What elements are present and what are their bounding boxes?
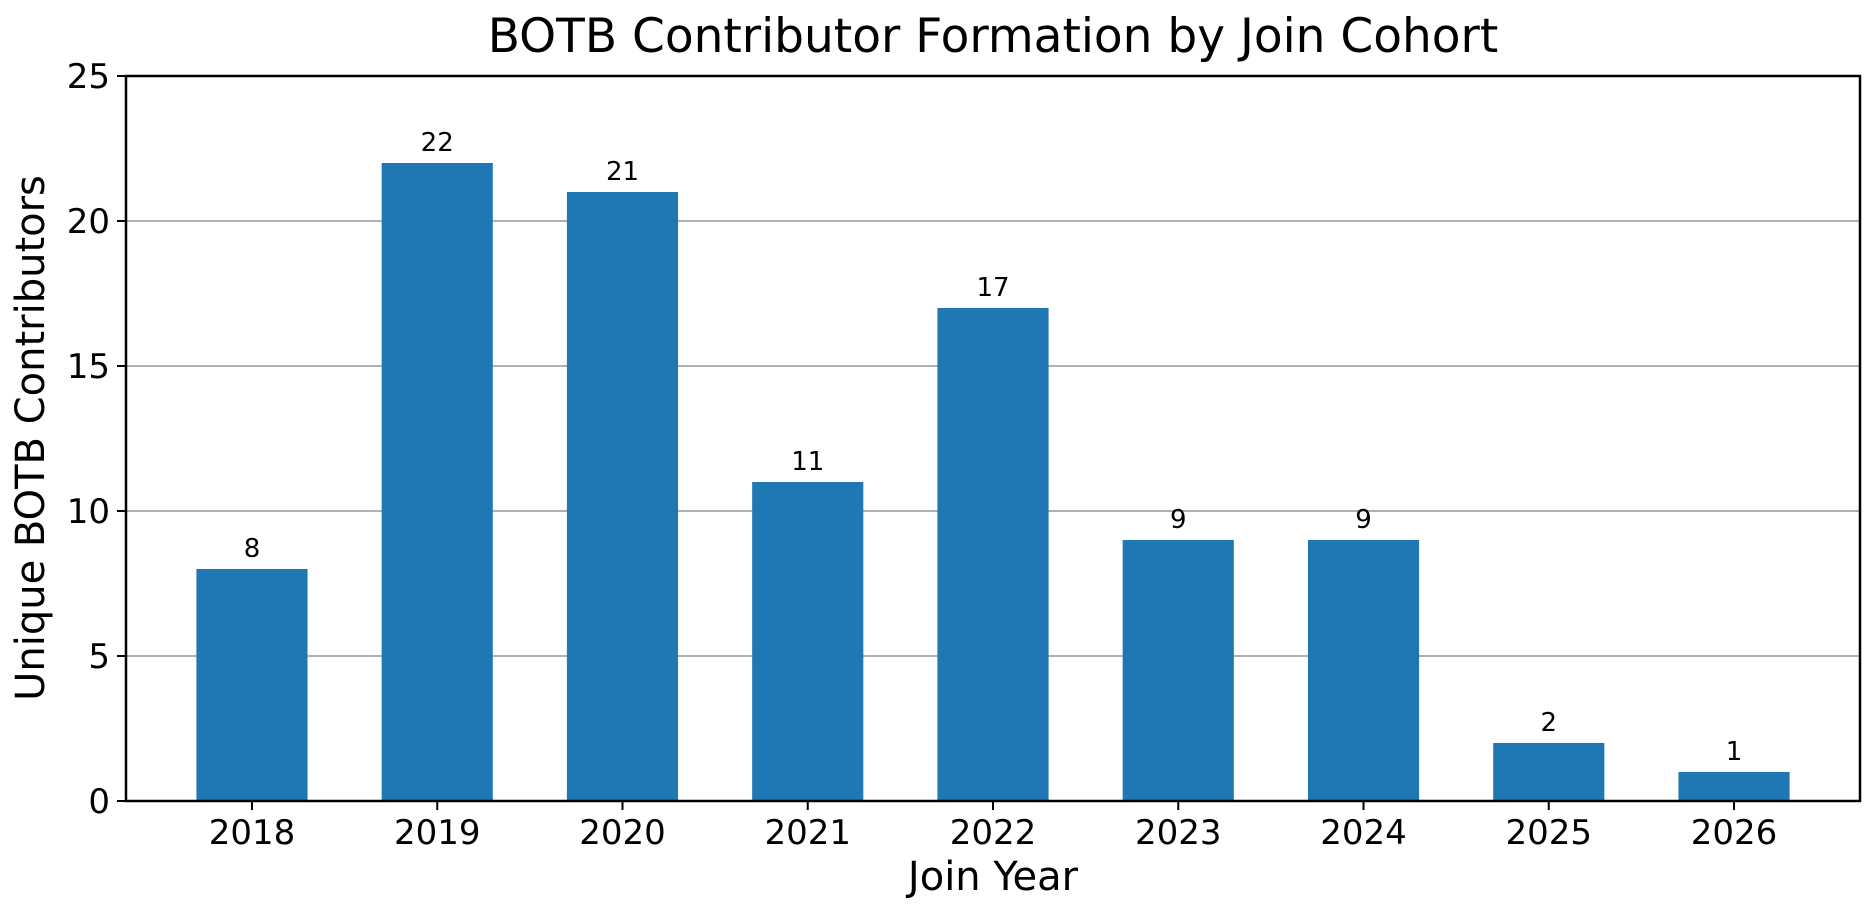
- y-tick-label: 10: [67, 492, 110, 532]
- x-tick-label-2026: 2026: [1691, 813, 1778, 853]
- x-tick-label-2020: 2020: [579, 813, 666, 853]
- y-tick-label: 0: [88, 782, 110, 822]
- x-tick-label-2025: 2025: [1506, 813, 1593, 853]
- y-tick-label: 15: [67, 347, 110, 387]
- data-label-2022: 17: [976, 273, 1009, 303]
- bar-2022: [937, 308, 1049, 801]
- bar-2020: [566, 192, 679, 801]
- y-tick-label: 5: [88, 637, 110, 677]
- bar-2021: [752, 482, 864, 801]
- x-axis-ticks: 2018 2019 2020 2021 2022 2023 2024 2025 2026: [209, 801, 1778, 853]
- data-label-2019: 22: [421, 128, 454, 158]
- y-axis-ticks: 0 5 10 15 20 25: [67, 57, 126, 822]
- bar-2025: [1493, 743, 1605, 801]
- data-label-2026: 1: [1726, 737, 1743, 767]
- x-tick-label-2021: 2021: [764, 813, 851, 853]
- bar-2019: [381, 163, 493, 801]
- bar-2018: [196, 569, 308, 801]
- data-label-2024: 9: [1355, 505, 1372, 535]
- bar-2023: [1122, 540, 1234, 801]
- x-tick-label-2019: 2019: [394, 813, 481, 853]
- y-tick-label: 20: [67, 202, 110, 242]
- y-axis-label: Unique BOTB Contributors: [8, 175, 54, 701]
- x-tick-label-2022: 2022: [950, 813, 1037, 853]
- bar-2026: [1678, 772, 1790, 801]
- data-label-2020: 21: [606, 157, 639, 187]
- data-label-2018: 8: [244, 534, 261, 564]
- data-label-2021: 11: [791, 447, 824, 477]
- bar-2024: [1307, 540, 1420, 801]
- y-tick-label: 25: [67, 57, 110, 97]
- data-label-2023: 9: [1170, 505, 1187, 535]
- x-tick-label-2024: 2024: [1320, 813, 1407, 853]
- chart-title: BOTB Contributor Formation by Join Cohor…: [488, 9, 1499, 64]
- x-tick-label-2018: 2018: [209, 813, 296, 853]
- data-label-2025: 2: [1540, 708, 1557, 738]
- x-tick-label-2023: 2023: [1135, 813, 1222, 853]
- bars: [196, 163, 1790, 801]
- x-axis-label: Join Year: [905, 854, 1079, 900]
